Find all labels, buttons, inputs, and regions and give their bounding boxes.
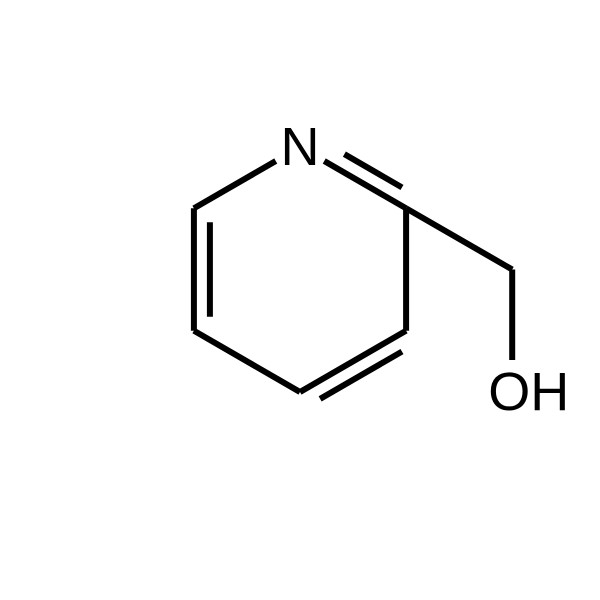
bond-line [194,161,276,208]
bond-line [344,154,402,187]
bond-line [194,331,300,392]
molecule-canvas: N OH [0,0,600,600]
atom-label-o: OH [488,362,569,422]
bond-line [406,208,512,269]
atom-label-n: N [281,117,320,177]
